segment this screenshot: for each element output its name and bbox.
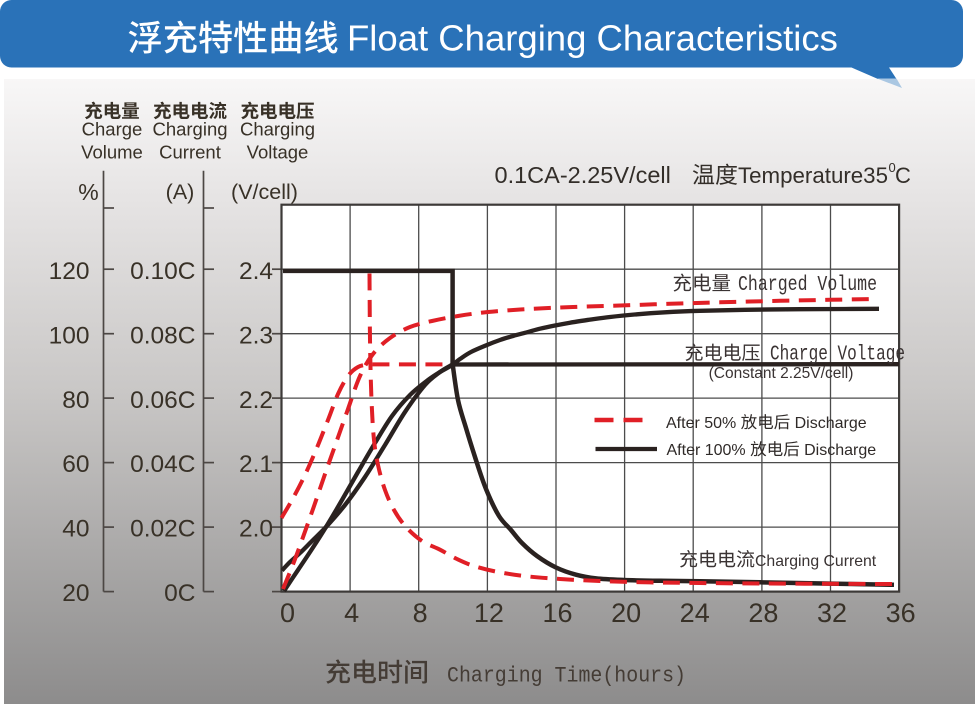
svg-text:100: 100: [49, 322, 90, 349]
svg-text:32: 32: [817, 598, 847, 628]
svg-text:(V/cell): (V/cell): [231, 180, 298, 204]
svg-text:36: 36: [886, 598, 916, 628]
svg-text:Charged Volume: Charged Volume: [738, 274, 877, 297]
svg-text:4: 4: [344, 598, 359, 628]
svg-text:0.02C: 0.02C: [130, 516, 195, 543]
svg-text:Charging Time(hours): Charging Time(hours): [447, 664, 686, 689]
svg-text:Float Charging Characteristics: Float Charging Characteristics: [347, 18, 838, 59]
svg-text:Discharge: Discharge: [795, 415, 867, 432]
svg-text:Charging: Charging: [152, 119, 227, 140]
svg-text:12: 12: [474, 598, 504, 628]
svg-text:After 100%: After 100%: [667, 442, 746, 459]
svg-text:80: 80: [62, 387, 89, 414]
svg-text:20: 20: [611, 598, 641, 628]
svg-text:16: 16: [542, 598, 572, 628]
svg-text:2.0: 2.0: [239, 516, 273, 543]
svg-text:Voltage: Voltage: [247, 142, 309, 163]
svg-text:(A): (A): [166, 180, 195, 204]
svg-text:0.1CA-2.25V/cell: 0.1CA-2.25V/cell: [495, 162, 671, 188]
svg-text:Discharge: Discharge: [804, 442, 876, 459]
svg-text:0.06C: 0.06C: [130, 387, 195, 414]
svg-text:Temperature35: Temperature35: [738, 163, 888, 188]
svg-text:0C: 0C: [164, 580, 195, 607]
svg-text:2.3: 2.3: [239, 322, 273, 349]
svg-text:0.08C: 0.08C: [130, 322, 195, 349]
svg-text:%: %: [78, 179, 98, 205]
svg-text:24: 24: [680, 598, 710, 628]
svg-text:Current: Current: [159, 142, 221, 163]
svg-text:2.1: 2.1: [239, 451, 273, 478]
svg-text:Charging: Charging: [240, 119, 315, 140]
svg-text:120: 120: [49, 258, 90, 285]
svg-text:60: 60: [62, 451, 89, 478]
svg-text:0: 0: [280, 598, 295, 628]
svg-text:C: C: [895, 163, 911, 188]
svg-text:After 50%: After 50%: [666, 415, 736, 432]
svg-text:2.2: 2.2: [239, 387, 273, 414]
svg-text:20: 20: [62, 580, 89, 607]
svg-text:28: 28: [748, 598, 778, 628]
svg-text:(Constant 2.25V/cell): (Constant 2.25V/cell): [709, 365, 854, 382]
svg-text:2.4: 2.4: [239, 258, 273, 285]
svg-text:Charge Voltage: Charge Voltage: [770, 344, 905, 367]
svg-text:0: 0: [889, 160, 896, 175]
svg-text:Charge: Charge: [82, 119, 143, 140]
svg-text:0.10C: 0.10C: [130, 258, 195, 285]
svg-text:40: 40: [62, 516, 89, 543]
svg-text:8: 8: [413, 598, 428, 628]
svg-text:Charging Current: Charging Current: [755, 553, 877, 570]
svg-text:Volume: Volume: [81, 142, 143, 163]
svg-text:0.04C: 0.04C: [130, 451, 195, 478]
